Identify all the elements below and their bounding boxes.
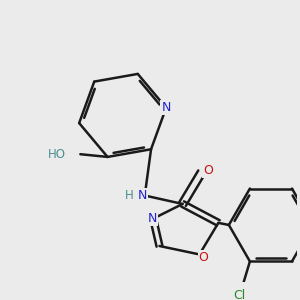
Text: HO: HO xyxy=(48,148,66,161)
Text: N: N xyxy=(161,101,171,114)
Text: H: H xyxy=(124,189,133,202)
Text: O: O xyxy=(199,251,208,264)
Text: Cl: Cl xyxy=(233,290,245,300)
Text: N: N xyxy=(138,189,147,202)
Text: O: O xyxy=(203,164,213,177)
Text: N: N xyxy=(148,212,157,225)
